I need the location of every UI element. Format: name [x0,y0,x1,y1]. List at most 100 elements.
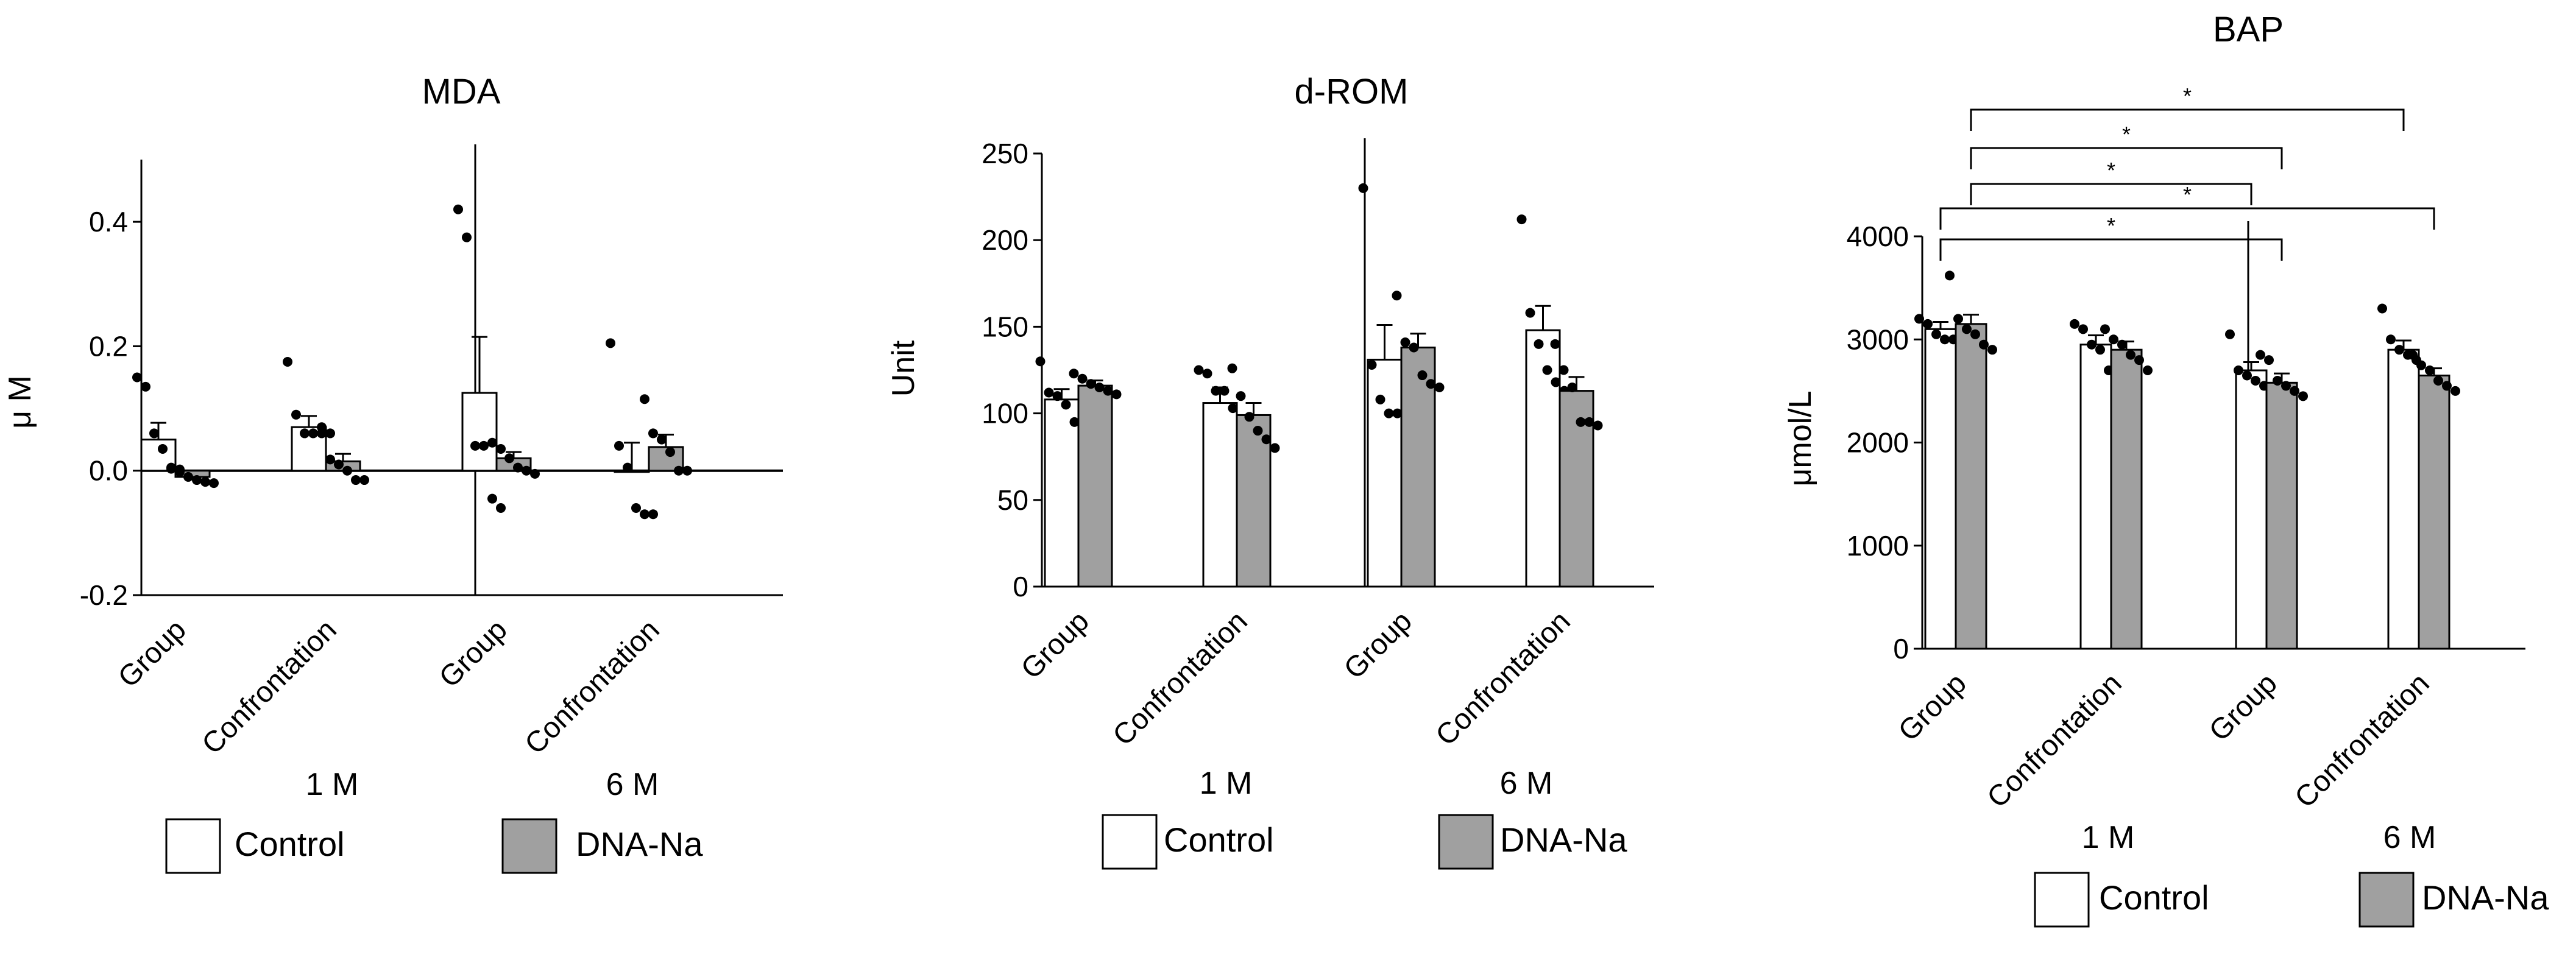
data-point [2298,391,2308,401]
bar-control [2387,348,2420,650]
data-point [2143,365,2153,376]
y-tick-label: 4000 [1847,221,1909,252]
data-point [1987,345,1997,355]
chart-title: BAP [2213,10,2284,49]
legend-label: Control [2099,878,2209,917]
legend-swatch-control [2034,872,2090,928]
category-label: Group [1338,605,1418,685]
data-point [1525,308,1535,318]
data-point [1261,434,1272,445]
data-point [291,409,301,420]
y-tick-label: 0 [1893,633,1909,665]
data-point [2408,350,2418,360]
data-point [1979,339,1989,350]
significance-bracket [1939,207,2435,230]
data-point [1035,356,1046,367]
data-point [453,204,463,214]
group-label: 1 M [1200,766,1253,801]
data-point [513,462,523,473]
bar-dna-na [1077,384,1113,588]
category-label: Group [1015,605,1095,685]
data-point [1400,337,1410,347]
bar-control [2235,369,2268,650]
data-point [1409,342,1419,353]
data-point [2273,375,2282,386]
category-label: Group [433,613,514,694]
data-point [1970,329,1980,339]
data-point [1417,370,1428,381]
category-label: Confrontation [1430,605,1577,752]
data-point [1367,359,1377,370]
category-label: Confrontation [1107,605,1254,752]
data-point [1550,339,1560,349]
legend-swatch-control [1102,814,1158,870]
y-tick-label: 3000 [1847,323,1909,355]
significance-star: * [2107,213,2115,238]
bar-control [461,392,498,472]
data-point [522,465,531,476]
data-point [496,503,506,513]
significance-bracket [1970,108,2405,131]
data-point [504,453,514,464]
data-point [209,478,219,489]
bar-dna-na [2418,374,2450,650]
legend-label: DNA-Na [576,825,703,863]
y-tick-label: 0.4 [89,206,128,238]
data-point [462,232,472,242]
significance-bracket [1970,183,2252,205]
data-point [2095,345,2105,355]
y-axis-label: μmol/L [1783,390,1818,486]
data-point [325,454,335,465]
data-point [2117,339,2127,350]
data-point [1069,369,1079,379]
data-point [2442,381,2452,391]
data-point [2264,355,2274,365]
data-point [2416,360,2426,370]
data-point [283,356,292,367]
data-point [149,428,159,439]
significance-star: * [2122,122,2131,147]
legend-swatch-dna-na [501,818,557,874]
data-point [1236,391,1246,401]
data-point [623,462,632,473]
data-point [1426,379,1436,389]
y-tick-label: 150 [982,311,1028,342]
data-point [2078,324,2088,334]
data-point [166,464,176,474]
bar-dna-na [2110,348,2143,650]
group-label: 1 M [306,767,359,802]
data-point [1542,365,1552,375]
data-point [665,447,675,457]
y-tick-label: 0.2 [89,330,128,362]
data-point [132,372,142,383]
y-tick-label: 2000 [1847,427,1909,459]
data-point [1914,314,1924,324]
bar-control [2079,344,2112,650]
category-label: Confrontation [196,613,343,760]
data-point [1244,412,1254,422]
significance-star: * [2183,182,2192,207]
legend-label: Control [235,825,345,863]
data-point [300,428,310,439]
data-point [1584,417,1594,427]
data-point [1358,183,1368,193]
data-point [1111,389,1122,400]
y-tick-label: 1000 [1847,530,1909,562]
data-point [1061,400,1071,410]
data-point [1077,373,1088,384]
data-point [479,440,489,451]
data-point [2109,334,2118,345]
y-tick-label: 200 [982,224,1028,256]
category-label: Group [112,613,193,694]
data-point [631,503,641,513]
data-point [1953,314,1963,324]
data-point [1516,214,1527,225]
data-point [640,509,649,520]
significance-star: * [2107,158,2115,183]
category-label: Confrontation [2289,667,2436,814]
legend-label: DNA-Na [1500,820,1627,859]
data-point [1194,365,1204,375]
